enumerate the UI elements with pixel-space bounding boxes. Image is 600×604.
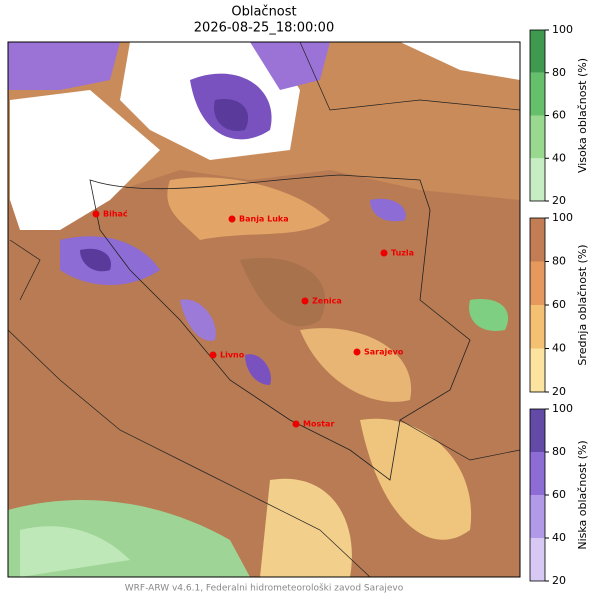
colorbar-tick-label: 80 bbox=[552, 445, 566, 458]
map bbox=[8, 42, 520, 577]
colorbar-band bbox=[530, 538, 545, 581]
colorbar-tick-label: 60 bbox=[552, 488, 566, 501]
colorbar-tick-label: 40 bbox=[552, 151, 566, 164]
colorbar-band bbox=[530, 218, 545, 262]
colorbar-label: Srednja oblačnost (%) bbox=[576, 244, 589, 365]
colorbar-tick-label: 20 bbox=[552, 574, 566, 587]
city-marker bbox=[209, 351, 217, 359]
colorbar-band bbox=[530, 30, 545, 73]
city-marker bbox=[228, 215, 236, 223]
city-marker bbox=[292, 420, 300, 428]
colorbar-band bbox=[530, 348, 545, 392]
colorbar-tick-label: 100 bbox=[552, 402, 573, 415]
colorbar-tick-label: 80 bbox=[552, 255, 566, 268]
colorbar-band bbox=[530, 495, 545, 538]
colorbar-band bbox=[530, 158, 545, 201]
city-label: Zenica bbox=[312, 297, 342, 306]
title: Oblačnost bbox=[231, 5, 296, 20]
footer: WRF-ARW v4.6.1, Federalni hidrometeorolo… bbox=[125, 583, 404, 594]
city-label: Bihać bbox=[103, 209, 128, 219]
city-label: Mostar bbox=[303, 420, 334, 429]
city-label: Livno bbox=[220, 351, 245, 360]
colorbar-label: Visoka oblačnost (%) bbox=[576, 58, 589, 173]
colorbar-band bbox=[530, 261, 545, 305]
colorbar-tick-label: 60 bbox=[552, 109, 566, 122]
colorbar-tick-label: 20 bbox=[552, 385, 566, 398]
city-label: Sarajevo bbox=[364, 348, 404, 357]
colorbar-band bbox=[530, 409, 545, 452]
colorbar-tick-label: 20 bbox=[552, 194, 566, 207]
city-marker bbox=[92, 210, 100, 218]
colorbar-band bbox=[530, 72, 545, 116]
colorbar-label: Niska oblačnost (%) bbox=[576, 440, 589, 549]
colorbar-tick-label: 80 bbox=[552, 66, 566, 79]
colorbar-band bbox=[530, 452, 545, 495]
colorbar-tick-label: 60 bbox=[552, 298, 566, 311]
city-marker bbox=[353, 348, 361, 356]
city-marker bbox=[380, 249, 388, 257]
colorbar-tick-label: 100 bbox=[552, 211, 573, 224]
colorbar-band bbox=[530, 115, 545, 159]
map-frame bbox=[7, 41, 521, 578]
colorbar-tick-label: 40 bbox=[552, 531, 566, 544]
colorbar-tick-label: 100 bbox=[552, 23, 573, 36]
subtitle: 2026-08-25_18:00:00 bbox=[194, 21, 334, 36]
city-marker bbox=[301, 297, 309, 305]
city-label: Banja Luka bbox=[239, 215, 289, 224]
colorbar-tick-label: 40 bbox=[552, 342, 566, 355]
colorbar-band bbox=[530, 305, 545, 349]
city-label: Tuzla bbox=[391, 249, 414, 258]
